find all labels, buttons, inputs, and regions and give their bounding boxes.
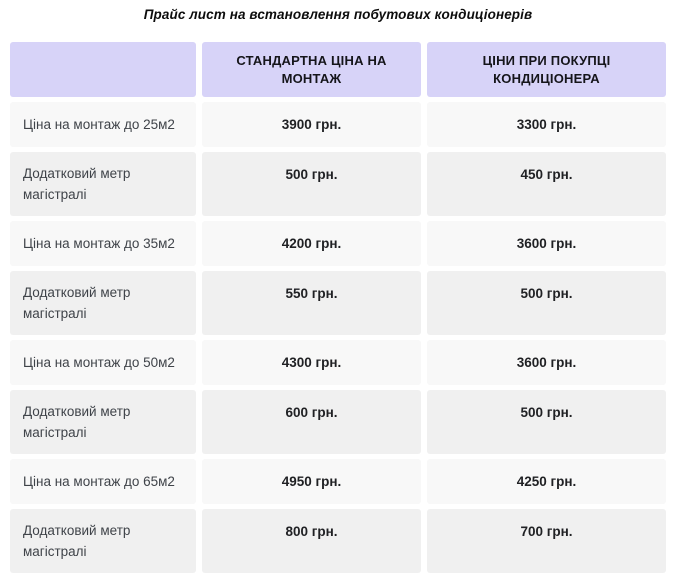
standard-price-cell: 4200 грн. xyxy=(202,221,421,266)
table-row-label: Ціна на монтаж до 25м2 xyxy=(10,102,196,147)
purchase-price-cell: 500 грн. xyxy=(427,271,666,335)
purchase-price-cell: 3300 грн. xyxy=(427,102,666,147)
price-table: СТАНДАРТНА ЦІНА НА МОНТАЖ ЦІНИ ПРИ ПОКУП… xyxy=(10,42,666,573)
purchase-price-cell: 450 грн. xyxy=(427,152,666,216)
standard-price-cell: 600 грн. xyxy=(202,390,421,454)
table-row-label: Ціна на монтаж до 50м2 xyxy=(10,340,196,385)
table-header-purchase-price: ЦІНИ ПРИ ПОКУПЦІ КОНДИЦІОНЕРА xyxy=(427,42,666,97)
table-row-label: Ціна на монтаж до 65м2 xyxy=(10,459,196,504)
table-row-label: Додатковий метр магістралі xyxy=(10,271,196,335)
standard-price-cell: 550 грн. xyxy=(202,271,421,335)
purchase-price-cell: 3600 грн. xyxy=(427,221,666,266)
purchase-price-cell: 3600 грн. xyxy=(427,340,666,385)
table-row-label: Додатковий метр магістралі xyxy=(10,509,196,573)
standard-price-cell: 3900 грн. xyxy=(202,102,421,147)
standard-price-cell: 4300 грн. xyxy=(202,340,421,385)
purchase-price-cell: 700 грн. xyxy=(427,509,666,573)
standard-price-cell: 500 грн. xyxy=(202,152,421,216)
purchase-price-cell: 4250 грн. xyxy=(427,459,666,504)
standard-price-cell: 800 грн. xyxy=(202,509,421,573)
table-row-label: Ціна на монтаж до 35м2 xyxy=(10,221,196,266)
standard-price-cell: 4950 грн. xyxy=(202,459,421,504)
table-row-label: Додатковий метр магістралі xyxy=(10,390,196,454)
table-header-standard-price: СТАНДАРТНА ЦІНА НА МОНТАЖ xyxy=(202,42,421,97)
table-header-empty xyxy=(10,42,196,97)
table-row-label: Додатковий метр магістралі xyxy=(10,152,196,216)
purchase-price-cell: 500 грн. xyxy=(427,390,666,454)
page-title: Прайс лист на встановлення побутових кон… xyxy=(143,7,533,22)
